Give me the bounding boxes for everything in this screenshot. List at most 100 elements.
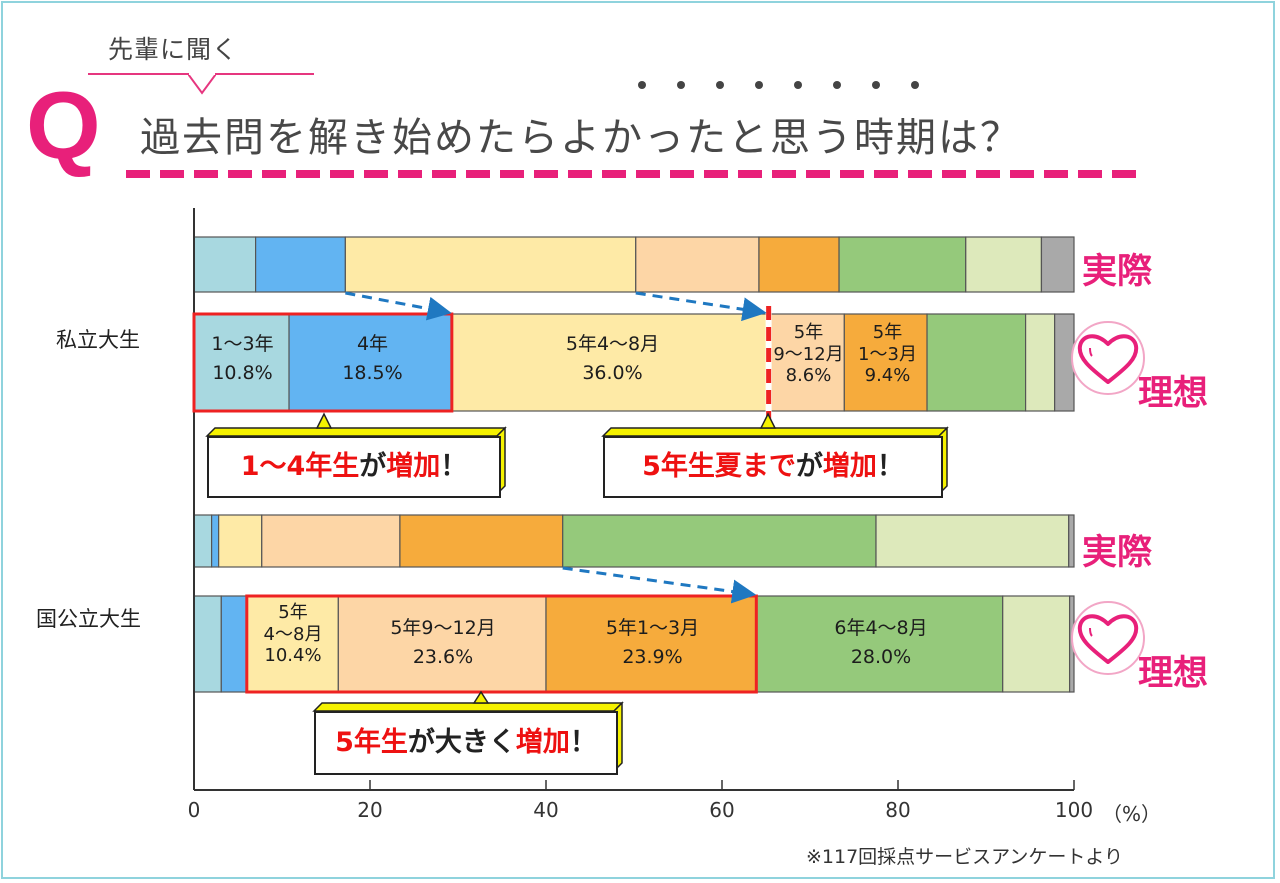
x-tick-label: 60 [709,798,735,822]
bar-segment [1024,313,1056,412]
bar-segment [755,595,1004,693]
seg-label-value: 18.5% [342,362,403,385]
callout-top-edge [312,702,624,712]
bar-segment [926,313,1027,412]
callout-national-5th: 5年生が大きく増加！ [314,711,618,775]
dot-icon [638,81,646,89]
seg-label-value: 9.4% [864,365,911,387]
bar-segment [965,236,1043,293]
bar-segment [193,313,290,412]
seg-label-value: 36.0% [582,362,643,385]
callout-text: ！ [569,727,597,758]
seg-label-period: 6年4〜8月 [834,617,928,639]
bar-segment [768,313,845,412]
bar-segment [1068,514,1075,568]
callout-text: が大きく [407,727,516,758]
heart-icon [1071,601,1145,675]
callout-pointer [472,690,490,704]
seg-label-private-5-autumn: 5年 9〜12月 8.6% [771,322,846,387]
seg-label-period: 5年4〜8月 [565,333,660,355]
seg-label-national-5-summer: 5年 4〜8月 10.4% [247,602,339,667]
label-ideal-private: 理想 [1138,374,1209,414]
seg-label-private-5-summer: 5年4〜8月 36.0% [454,330,771,389]
dot-icon [872,81,880,89]
bar-segment [838,236,967,293]
callout-pointer [759,412,777,429]
seg-label-period: 5年1〜3月 [605,617,700,639]
seg-label-value: 10.8% [212,362,273,385]
seg-label-national-6-summer: 6年4〜8月 28.0% [758,614,1004,673]
callout-text: 5年生 [335,727,408,758]
x-tick-label: 40 [533,798,559,822]
seg-label-private-1-3: 1〜3年 10.8% [194,330,291,389]
seg-label-value: 23.9% [622,646,683,669]
group-label-private: 私立大生 [56,328,140,352]
bar-segment [545,595,757,693]
label-ideal-national: 理想 [1138,654,1209,694]
x-axis-unit: （%） [1102,802,1162,826]
seg-label-period: 4〜8月 [263,623,323,645]
speech-notch-icon [188,73,216,95]
callout-private-summer: 5年生夏までが増加！ [603,436,943,498]
x-tick-label: 80 [885,798,911,822]
label-actual-national: 実際 [1082,533,1153,573]
x-tick-label: 100 [1054,798,1094,822]
seg-label-period: 5年9〜12月 [390,617,496,639]
callout-text: 1〜4年生 [240,451,360,482]
bar-segment [193,595,222,693]
dot-icon [677,81,685,89]
highlight-box [245,594,758,694]
seg-label-period: 5年 [793,322,824,343]
bar-segment [451,313,770,412]
x-tick-label: 0 [187,798,201,822]
callout-text: 増加 [386,451,441,482]
callout-private-early: 1〜4年生が増加！ [207,436,501,498]
callout-text: が [359,451,387,482]
title-dashed-underline [126,170,1146,178]
bar-segment [635,236,760,293]
seg-label-national-5-winter: 5年1〜3月 23.9% [547,614,758,673]
seg-label-private-4: 4年 18.5% [291,330,454,389]
bar-segment [255,236,346,293]
bar-segment [220,595,248,693]
dot-icon [833,81,841,89]
callout-top-edge [205,427,507,437]
highlight-box [192,312,454,413]
seg-label-period: 5年 [278,602,308,623]
callout-text: が [795,451,823,482]
callout-pointer [315,412,333,429]
bar-segment [1040,236,1075,293]
bar-segment [261,514,401,568]
callout-text: 増加 [515,727,570,758]
seg-label-period: 1〜3月 [858,343,917,365]
seg-label-period: 4年 [356,333,389,355]
bar-segment [843,313,928,412]
bar-segment [399,514,564,568]
seg-label-value: 28.0% [850,646,912,669]
x-tick-label: 20 [357,798,383,822]
callout-top-edge [601,427,949,437]
dashed-arrow [345,291,452,321]
bar-segment [1002,595,1071,693]
seg-label-value: 8.6% [785,365,832,387]
q-mark: Q [26,72,101,179]
dot-icon [911,81,919,89]
bar-segment [211,514,220,568]
emphasis-dots [638,74,950,93]
dot-icon [755,81,763,89]
dot-icon [794,81,802,89]
callout-text: ！ [876,451,904,482]
seg-label-period: 9〜12月 [773,343,844,365]
bar-segment [218,514,263,568]
seg-label-period: 1〜3年 [211,333,274,355]
bar-segment [288,313,453,412]
question-title: 過去問を解き始めたらよかったと思う時期は？ [140,115,1022,161]
seg-label-value: 10.4% [264,645,322,667]
label-actual-private: 実際 [1082,252,1153,292]
seg-label-period: 5年 [872,322,903,343]
dashed-arrow [562,566,757,604]
bar-segment [562,514,877,568]
bar-segment [246,595,339,693]
